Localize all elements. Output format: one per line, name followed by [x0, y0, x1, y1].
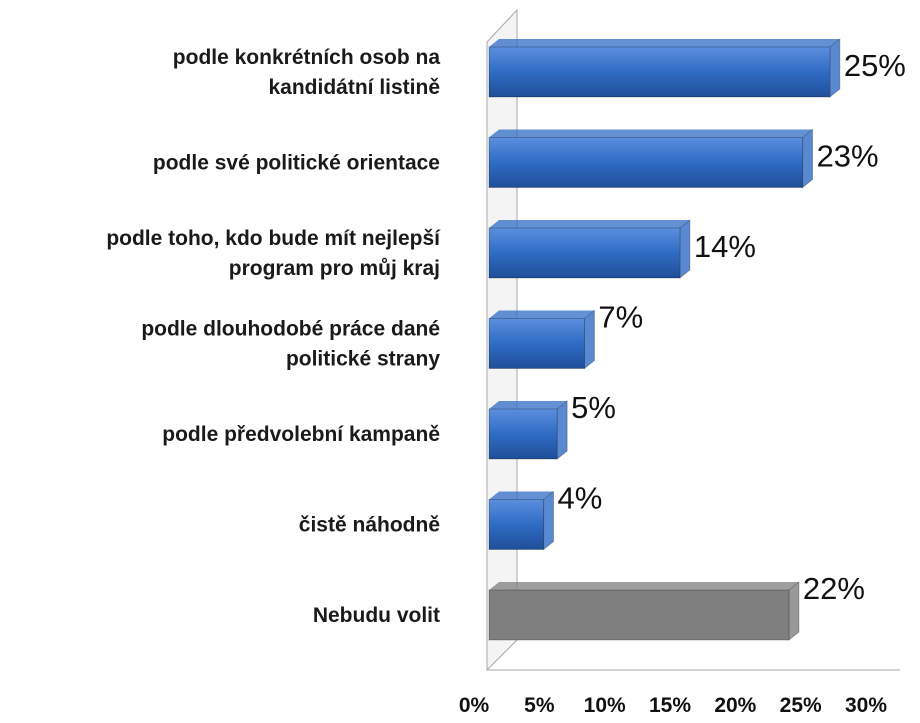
- x-tick-label: 0%: [459, 694, 490, 717]
- value-label: 14%: [694, 229, 756, 264]
- bar-side: [829, 37, 841, 99]
- x-tick-label: 10%: [584, 694, 626, 717]
- category-label: podle dlouhodobé práce dané: [141, 318, 440, 341]
- category-label: kandidátní listině: [268, 76, 440, 99]
- bar-side: [802, 128, 814, 189]
- x-tick-label: 25%: [780, 694, 822, 717]
- bar-top: [489, 401, 568, 409]
- bar: [488, 580, 800, 642]
- value-label: 22%: [803, 571, 865, 606]
- bar-front: [488, 227, 681, 279]
- bar-top: [489, 310, 595, 319]
- bar-top: [489, 582, 799, 590]
- bar: [488, 128, 814, 189]
- bar-top: [489, 220, 690, 228]
- value-label: 25%: [844, 48, 906, 83]
- value-label: 4%: [558, 481, 603, 516]
- bar: [488, 490, 555, 551]
- value-label: 7%: [598, 300, 643, 335]
- value-label: 5%: [571, 390, 616, 425]
- bar-top: [489, 39, 840, 47]
- bar-side: [543, 490, 555, 551]
- bar-side: [679, 218, 691, 280]
- category-label: politické strany: [286, 348, 440, 371]
- bar-side: [556, 399, 568, 461]
- x-tick-label: 5%: [524, 694, 555, 717]
- value-label: 23%: [817, 139, 879, 174]
- bar-side: [583, 309, 595, 370]
- bar: [488, 399, 568, 461]
- bar-front: [488, 318, 585, 369]
- bar-top: [489, 129, 813, 138]
- category-label: podle své politické orientace: [153, 152, 440, 175]
- bar: [488, 309, 595, 370]
- bar: [488, 218, 691, 280]
- category-label: podle konkrétních osob na: [173, 46, 441, 69]
- bar-front: [488, 408, 558, 460]
- category-label: Nebudu volit: [313, 604, 440, 627]
- bar-top: [489, 491, 554, 500]
- x-tick-label: 15%: [649, 694, 691, 717]
- bar-front: [488, 137, 804, 188]
- bar-front: [488, 46, 831, 98]
- bar-side: [788, 580, 800, 642]
- bar-front: [488, 499, 545, 550]
- bar-front: [488, 589, 790, 641]
- category-label: čistě náhodně: [299, 514, 440, 537]
- category-label: program pro můj kraj: [229, 257, 440, 280]
- category-label: podle předvolební kampaně: [162, 423, 440, 446]
- x-tick-label: 20%: [714, 694, 756, 717]
- bar: [488, 37, 841, 99]
- x-tick-label: 30%: [845, 694, 887, 717]
- category-label: podle toho, kdo bude mít nejlepší: [106, 227, 441, 250]
